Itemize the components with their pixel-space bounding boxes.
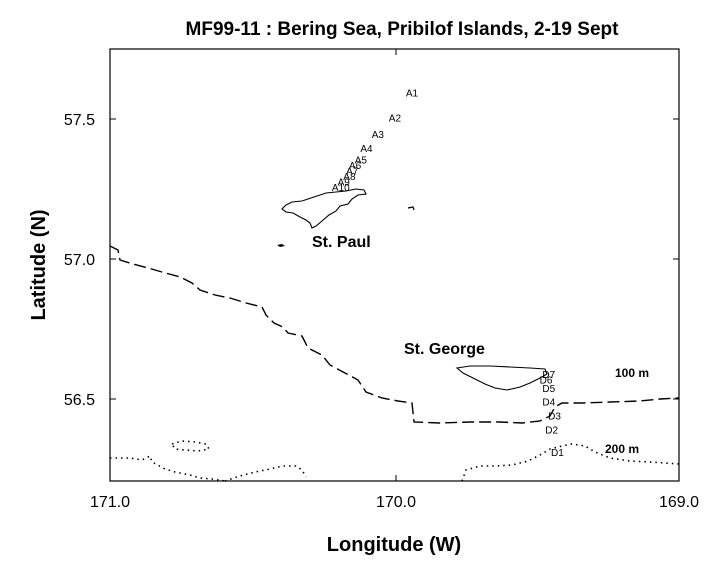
station-label-d3: D3	[548, 412, 561, 423]
isobath-200m-loop	[170, 440, 211, 452]
isobath-label-200m: 200 m	[605, 442, 639, 456]
station-label-d2: D2	[545, 426, 558, 437]
station-label-a5: A5	[355, 155, 368, 166]
isobath-200m-south	[224, 465, 307, 482]
isobath-200m-east	[461, 443, 680, 482]
plot-frame	[109, 48, 680, 482]
station-label-d5: D5	[542, 384, 555, 395]
station-label-d7: D7	[542, 370, 555, 381]
y-tick-label-56-5: 56.5	[64, 392, 95, 409]
x-tick-label-171: 171.0	[90, 494, 130, 511]
y-tick-label-57-0: 57.0	[64, 252, 95, 269]
station-label-d6: D6	[540, 376, 553, 387]
isobath-label-100m: 100 m	[615, 366, 649, 380]
station-label-a9: A9	[338, 178, 351, 189]
y-ticks	[110, 118, 679, 400]
x-tick-label-170: 170.0	[376, 494, 416, 511]
chart-title: MF99-11 : Bering Sea, Pribilof Islands, …	[186, 19, 620, 40]
y-axis-label: Latitude (N)	[28, 209, 50, 320]
station-label-a6: A6	[349, 161, 362, 172]
station-label-d4: D4	[542, 398, 555, 409]
station-label-d1: D1	[551, 448, 564, 459]
station-label-a2: A2	[389, 114, 402, 125]
x-ticks	[109, 49, 397, 481]
x-axis-label: Longitude (W)	[327, 534, 461, 556]
island-label-st-paul: St. Paul	[312, 234, 371, 251]
y-tick-label-57-5: 57.5	[64, 112, 95, 129]
x-tick-label-169: 169.0	[659, 494, 699, 511]
station-label-a3: A3	[372, 130, 385, 141]
st-paul-islet-west	[277, 244, 285, 247]
isobath-100m	[109, 245, 680, 424]
st-paul-islet-east	[407, 206, 415, 211]
station-label-a1: A1	[406, 88, 419, 99]
station-label-a10: A10	[332, 183, 350, 194]
station-label-a7: A7	[346, 166, 359, 177]
st-george-island	[455, 365, 548, 391]
isobath-200m-west	[110, 454, 226, 482]
station-label-a8: A8	[343, 172, 356, 183]
station-label-a4: A4	[360, 144, 373, 155]
island-label-st-george: St. George	[404, 341, 485, 358]
st-paul-island	[281, 188, 367, 229]
